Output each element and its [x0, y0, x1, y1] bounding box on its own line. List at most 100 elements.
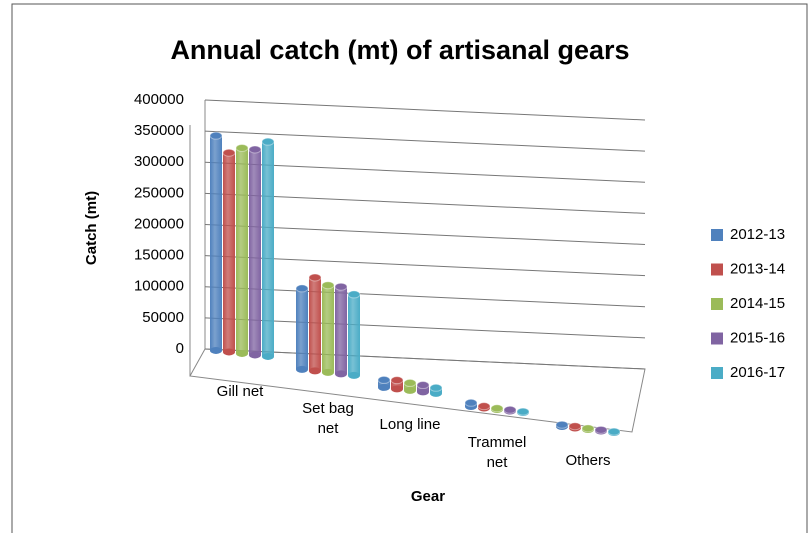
grid-line [204, 192, 646, 214]
legend-label: 2013-14 [730, 260, 785, 277]
bar [334, 282, 348, 378]
bar-body [262, 141, 274, 357]
grid-line [204, 317, 646, 339]
bar [568, 422, 582, 432]
bar-body [391, 380, 403, 389]
bar-cap [581, 424, 595, 433]
x-tick-label: Gill net [216, 383, 264, 401]
bar-cap [429, 383, 443, 392]
bar-cap [503, 405, 517, 414]
legend-label: 2015-16 [730, 329, 785, 346]
bar-cap [248, 145, 262, 154]
y-tick-label: 300000 [134, 153, 184, 170]
bar-cap [568, 422, 582, 431]
x-tick-label: Set bag net [302, 400, 354, 438]
bar-body [249, 149, 261, 355]
bar-cap [516, 407, 530, 416]
bar-cap [321, 281, 335, 290]
bar-cap [308, 273, 322, 282]
legend-label: 2016-17 [730, 364, 785, 381]
bar [581, 424, 595, 434]
bar-cap [477, 402, 491, 411]
bar-cap [235, 144, 249, 153]
bar-body [348, 294, 360, 376]
chart-title: Annual catch (mt) of artisanal gears [170, 35, 629, 65]
bar-body [335, 286, 347, 374]
bar [377, 375, 391, 391]
bar [209, 131, 223, 354]
legend-swatch [711, 367, 723, 379]
bar [403, 378, 417, 394]
bar-cap [222, 148, 236, 157]
bar-cap [377, 375, 391, 384]
bar [555, 420, 569, 431]
bar-cap [416, 381, 430, 390]
y-tick-label: 50000 [142, 309, 184, 326]
bar [390, 376, 404, 393]
grid-line [204, 286, 646, 308]
bar [594, 425, 608, 435]
grid-line [204, 255, 646, 277]
bar-body [236, 148, 248, 354]
bar [347, 290, 361, 379]
bar-body [404, 382, 416, 391]
bar [429, 383, 443, 397]
legend-label: 2012-13 [730, 226, 785, 243]
bar-cap [490, 404, 504, 413]
y-tick-label: 250000 [134, 184, 184, 201]
grid-line [204, 99, 646, 121]
bar-cap [261, 137, 275, 146]
bar [222, 148, 236, 356]
legend-swatch [711, 263, 723, 276]
y-axis-label: Catch (mt) [83, 191, 100, 265]
bar-cap [607, 427, 621, 436]
bar-body [322, 285, 334, 373]
bar-body [309, 277, 321, 371]
y-tick-label: 200000 [134, 215, 184, 232]
bar-cap [209, 131, 223, 140]
grid-line [204, 161, 646, 183]
x-tick-label: Others [565, 451, 611, 469]
bar [295, 284, 309, 373]
bar [416, 381, 430, 396]
chart-border [11, 3, 808, 533]
bar [261, 137, 275, 360]
bar-body [378, 379, 390, 388]
bar-cap [464, 398, 478, 407]
x-axis-label: Gear [411, 488, 445, 505]
legend-label: 2014-15 [730, 295, 785, 312]
bar-cap [334, 282, 348, 291]
legend-swatch [711, 298, 723, 310]
x-tick-label: Long line [379, 416, 441, 434]
grid-line [204, 224, 646, 245]
x-tick-label: Trammel net [467, 433, 527, 471]
bar [248, 145, 262, 359]
bar-body [296, 288, 308, 370]
bar-cap [555, 420, 569, 429]
y-tick-label: 400000 [134, 91, 184, 108]
bar-cap [347, 290, 361, 299]
legend-swatch [711, 229, 723, 241]
grid-line [204, 130, 646, 152]
legend-swatch [711, 332, 723, 345]
bar [490, 404, 504, 414]
grid-line [204, 348, 646, 370]
y-tick-label: 350000 [134, 122, 184, 139]
bar [516, 407, 530, 417]
bar-cap [403, 378, 417, 387]
y-tick-label: 0 [176, 340, 184, 357]
bar [477, 402, 491, 412]
bar [235, 144, 249, 357]
y-tick-label: 100000 [134, 278, 184, 295]
bar-body [223, 152, 235, 352]
bar-cap [594, 425, 608, 434]
bar [503, 405, 517, 415]
bar-cap [390, 376, 404, 385]
y-tick-label: 150000 [134, 247, 184, 264]
bar [321, 281, 335, 376]
bar [464, 398, 478, 411]
bar-body [210, 135, 222, 351]
bar-cap [295, 284, 309, 293]
